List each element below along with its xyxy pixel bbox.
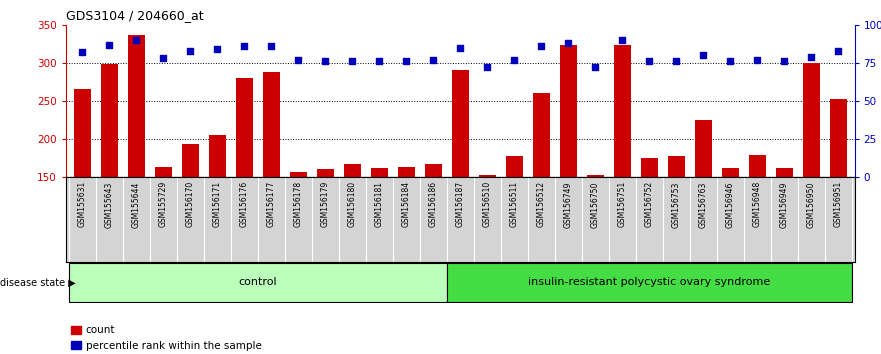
Text: GSM156177: GSM156177 [267, 181, 276, 228]
Text: GSM156948: GSM156948 [753, 181, 762, 228]
Text: GSM156753: GSM156753 [672, 181, 681, 228]
Text: GSM156170: GSM156170 [186, 181, 195, 228]
Text: GSM156176: GSM156176 [240, 181, 248, 228]
Bar [100, 64, 118, 177]
Bar [506, 156, 523, 177]
Text: GSM156184: GSM156184 [402, 181, 411, 227]
Bar [613, 45, 631, 177]
Text: GSM156180: GSM156180 [348, 181, 357, 227]
Bar [290, 172, 307, 177]
Text: GSM156951: GSM156951 [834, 181, 843, 228]
Bar [775, 168, 793, 177]
Text: insulin-resistant polycystic ovary syndrome: insulin-resistant polycystic ovary syndr… [529, 277, 771, 287]
Point [102, 42, 116, 47]
Text: GSM156187: GSM156187 [455, 181, 465, 227]
Point [561, 40, 575, 46]
Bar [263, 72, 280, 177]
Point [642, 58, 656, 64]
Bar [154, 167, 172, 177]
Text: GSM156763: GSM156763 [699, 181, 707, 228]
Text: control: control [239, 277, 278, 287]
Bar [722, 168, 739, 177]
Point [211, 46, 225, 52]
Point [534, 43, 548, 49]
Text: GSM156179: GSM156179 [321, 181, 329, 228]
Text: GSM156950: GSM156950 [807, 181, 816, 228]
Point [777, 58, 791, 64]
Bar [73, 90, 91, 177]
Point [723, 58, 737, 64]
Bar [532, 93, 550, 177]
Bar [749, 155, 766, 177]
Point [373, 58, 387, 64]
Text: GSM156949: GSM156949 [780, 181, 788, 228]
Text: GSM156186: GSM156186 [429, 181, 438, 227]
Point [832, 48, 846, 53]
Bar [830, 99, 848, 177]
Text: GSM155729: GSM155729 [159, 181, 167, 228]
Point [480, 64, 494, 70]
Bar [128, 35, 145, 177]
Bar [235, 78, 253, 177]
Point [804, 54, 818, 59]
Point [345, 58, 359, 64]
Text: GSM156178: GSM156178 [293, 181, 303, 227]
Text: GDS3104 / 204660_at: GDS3104 / 204660_at [66, 9, 204, 22]
Text: GSM155631: GSM155631 [78, 181, 86, 228]
Text: GSM156512: GSM156512 [537, 181, 546, 227]
Text: GSM156511: GSM156511 [510, 181, 519, 227]
Text: GSM155644: GSM155644 [132, 181, 141, 228]
Point [426, 57, 440, 63]
Text: GSM156749: GSM156749 [564, 181, 573, 228]
Text: GSM156750: GSM156750 [591, 181, 600, 228]
Point [75, 49, 89, 55]
Bar [803, 63, 820, 177]
Bar [69, 263, 447, 302]
Point [670, 58, 684, 64]
Bar [344, 164, 361, 177]
Point [696, 52, 710, 58]
Bar [397, 167, 415, 177]
Text: disease state ▶: disease state ▶ [0, 277, 76, 287]
Bar [640, 158, 658, 177]
Bar [181, 143, 199, 177]
Text: GSM156171: GSM156171 [213, 181, 222, 227]
Text: GSM156751: GSM156751 [618, 181, 627, 228]
Point [292, 57, 306, 63]
Bar [559, 45, 577, 177]
Text: GSM156946: GSM156946 [726, 181, 735, 228]
Point [156, 56, 170, 61]
Bar [209, 135, 226, 177]
Bar [668, 156, 685, 177]
Point [589, 64, 603, 70]
Point [183, 48, 197, 53]
Point [507, 57, 522, 63]
Point [237, 43, 251, 49]
Bar [587, 176, 604, 177]
Bar [447, 263, 852, 302]
Bar [478, 176, 496, 177]
Point [615, 37, 629, 43]
Point [264, 43, 278, 49]
Bar [425, 164, 442, 177]
Bar [316, 170, 334, 177]
Text: GSM156510: GSM156510 [483, 181, 492, 228]
Point [318, 58, 332, 64]
Text: GSM156181: GSM156181 [374, 181, 384, 227]
Point [453, 45, 467, 50]
Text: GSM156752: GSM156752 [645, 181, 654, 228]
Legend: count, percentile rank within the sample: count, percentile rank within the sample [71, 325, 262, 350]
Point [751, 57, 765, 63]
Point [130, 37, 144, 43]
Point [399, 58, 413, 64]
Text: GSM155643: GSM155643 [105, 181, 114, 228]
Bar [694, 120, 712, 177]
Bar [371, 168, 389, 177]
Bar [452, 70, 469, 177]
